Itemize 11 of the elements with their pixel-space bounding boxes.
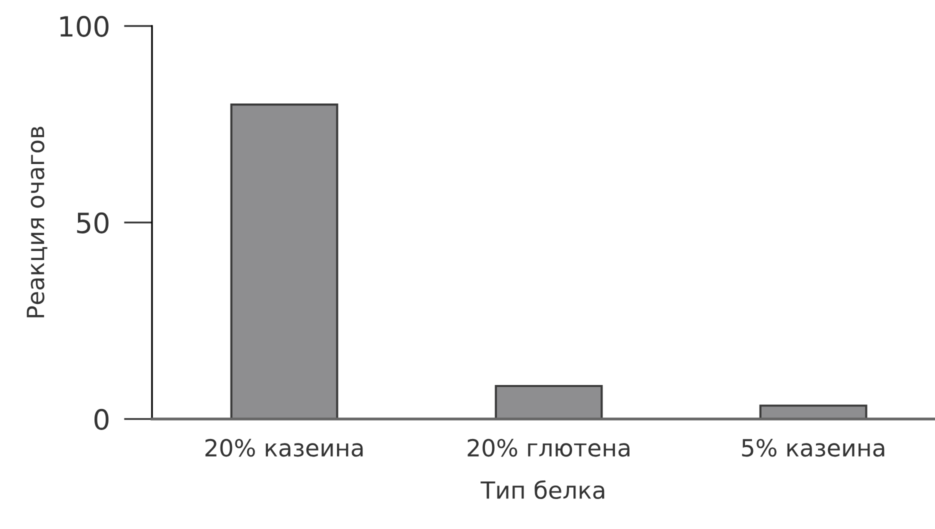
x-axis-title: Тип белка xyxy=(480,480,604,500)
y-tick-label: 100 xyxy=(60,16,108,37)
bar xyxy=(759,404,868,419)
y-tick-label: 0 xyxy=(94,408,108,430)
x-tick-label: 5% казеина xyxy=(742,438,884,457)
x-tick-label: 20% казеина xyxy=(205,438,363,457)
x-tick-label: 20% глютена xyxy=(468,438,630,457)
bar xyxy=(494,384,603,419)
y-axis-title: Реакция очагов xyxy=(26,126,48,318)
y-tick-label: 50 xyxy=(77,212,108,234)
bar xyxy=(230,104,338,419)
